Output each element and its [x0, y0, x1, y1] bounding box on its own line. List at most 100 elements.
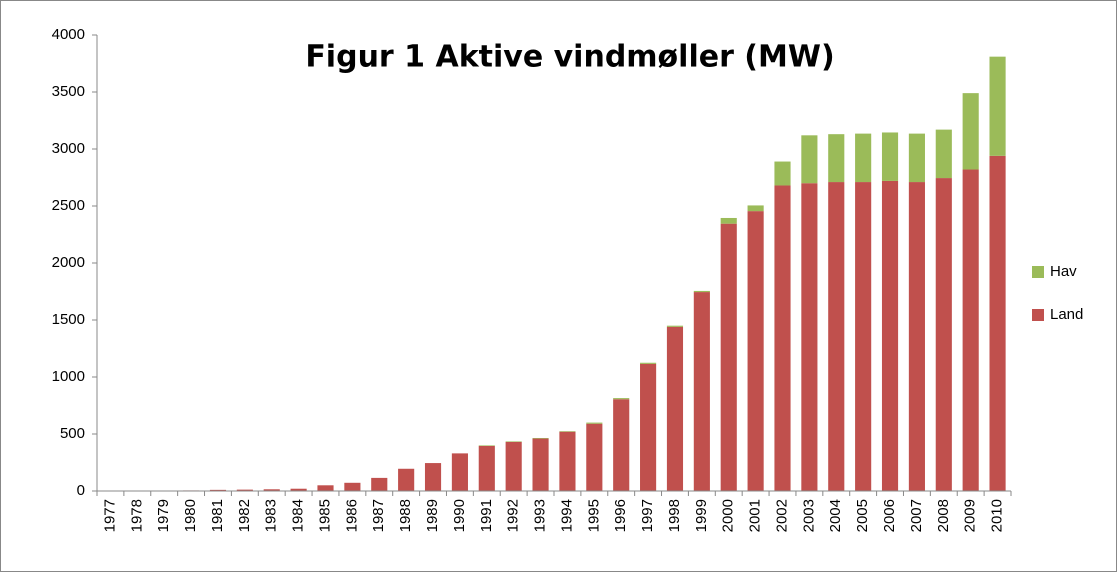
y-tick-label: 1000: [52, 368, 85, 385]
x-tick-label: 1987: [370, 499, 387, 532]
bar-segment: [236, 489, 253, 491]
bar-segment: [559, 431, 576, 491]
x-tick-label: 2006: [881, 499, 898, 532]
bar-segment: [908, 133, 925, 183]
x-tick-label: 1977: [101, 499, 118, 532]
y-tick-label: 0: [77, 482, 85, 499]
x-tick-label: 2003: [800, 499, 817, 532]
bar-segment: [989, 155, 1006, 491]
bar-segment: [371, 477, 388, 491]
x-tick-label: 1979: [155, 499, 172, 532]
bar-segment: [290, 488, 307, 491]
bar-segment: [720, 223, 737, 492]
x-tick-label: 2004: [827, 499, 844, 532]
bar-segment: [586, 422, 603, 424]
x-tick-label: 1997: [639, 499, 656, 532]
y-tick-label: 500: [60, 425, 85, 442]
bar-segment: [774, 161, 791, 186]
bar-segment: [532, 438, 549, 491]
bar-segment: [451, 453, 468, 491]
bar-segment: [398, 468, 415, 491]
bar-segment: [209, 489, 227, 491]
y-tick-label: 4000: [52, 26, 85, 43]
bar-segment: [478, 445, 495, 491]
x-tick-label: 1995: [585, 499, 602, 532]
x-tick-label: 1986: [343, 499, 360, 532]
x-tick-label: 1980: [182, 499, 199, 532]
bar-segment: [317, 485, 334, 491]
bar-segment: [962, 169, 979, 491]
x-tick-label: 1978: [128, 499, 145, 532]
legend-label: Hav: [1050, 263, 1077, 280]
bar-segment: [935, 178, 952, 491]
x-tick-label: 1989: [424, 499, 441, 532]
x-tick-label: 1999: [693, 499, 710, 532]
bar-segment: [881, 132, 899, 181]
x-tick-label: 2010: [989, 499, 1006, 532]
bar-segment: [586, 423, 603, 491]
y-tick-label: 3000: [52, 140, 85, 157]
y-tick-label: 1500: [52, 311, 85, 328]
bar-segment: [263, 489, 280, 491]
bar-segment: [613, 399, 630, 491]
x-tick-label: 2005: [854, 499, 871, 532]
bar-segment: [828, 134, 845, 183]
bar-segment: [478, 445, 495, 446]
x-tick-label: 1988: [397, 499, 414, 532]
x-tick-label: 2001: [747, 499, 764, 532]
bar-segment: [801, 183, 818, 491]
bar-segment: [666, 326, 684, 491]
legend-swatch: [1032, 266, 1044, 278]
bar-segment: [720, 217, 737, 224]
legend-swatch: [1032, 309, 1044, 321]
bar-segment: [855, 182, 872, 491]
bar-segment: [935, 129, 952, 179]
y-tick-label: 3500: [52, 83, 85, 100]
x-tick-label: 1998: [666, 499, 683, 532]
chart-title: Figur 1 Aktive vindmøller (MW): [305, 40, 834, 75]
x-tick-label: 1996: [612, 499, 629, 532]
bar-segment: [801, 135, 818, 184]
x-tick-label: 1993: [532, 499, 549, 532]
x-tick-label: 2002: [773, 499, 790, 532]
x-tick-label: 1994: [558, 499, 575, 532]
bar-segment: [747, 211, 764, 491]
bar-segment: [693, 292, 710, 491]
x-tick-label: 2008: [935, 499, 952, 532]
bar-segment: [693, 290, 710, 293]
bar-segment: [774, 185, 791, 492]
x-tick-label: 2000: [720, 499, 737, 532]
x-tick-label: 2007: [908, 499, 925, 532]
bar-segment: [962, 93, 979, 170]
x-tick-label: 1991: [478, 499, 495, 532]
x-tick-label: 1992: [505, 499, 522, 532]
x-tick-label: 1984: [290, 499, 307, 532]
bar-segment: [666, 325, 684, 327]
bar-segment: [559, 431, 576, 432]
bar-segment: [989, 56, 1006, 156]
bar-segment: [344, 482, 361, 491]
bar-segment: [532, 437, 549, 439]
x-tick-label: 1981: [209, 499, 226, 532]
bar-segment: [855, 133, 872, 183]
x-tick-label: 2009: [962, 499, 979, 532]
legend-label: Land: [1050, 306, 1083, 323]
bar-segment: [881, 180, 899, 492]
bar-segment: [828, 182, 845, 491]
bar-segment: [505, 441, 522, 491]
y-tick-label: 2000: [52, 254, 85, 271]
bar-segment: [640, 362, 657, 364]
y-tick-label: 2500: [52, 197, 85, 214]
x-tick-label: 1990: [451, 499, 468, 532]
x-tick-label: 1985: [316, 499, 333, 532]
bar-segment: [747, 205, 764, 212]
bar-segment: [424, 463, 442, 491]
bar-segment: [613, 398, 630, 400]
bar-segment: [505, 441, 522, 442]
x-tick-label: 1982: [236, 499, 253, 532]
x-tick-label: 1983: [263, 499, 280, 532]
bar-segment: [640, 363, 657, 491]
bar-segment: [908, 182, 925, 491]
